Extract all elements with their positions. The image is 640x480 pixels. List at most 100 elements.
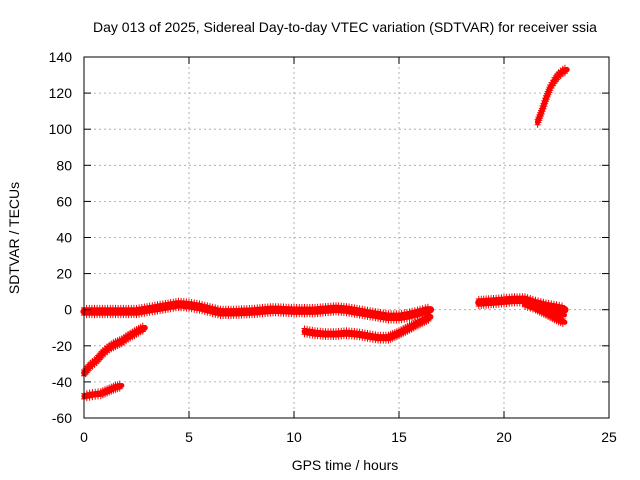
x-axis-title: GPS time / hours: [292, 457, 399, 473]
data-point-marker: [106, 384, 113, 396]
data-point-marker: [546, 84, 553, 96]
y-tick-label: 120: [49, 85, 73, 101]
data-point-marker: [116, 380, 123, 392]
data-point-marker: [89, 358, 96, 370]
data-point-marker: [135, 324, 142, 337]
y-tick-label: -60: [52, 410, 72, 426]
data-point-marker: [527, 295, 534, 309]
y-tick-label: 140: [49, 49, 73, 65]
data-point-marker: [561, 64, 568, 77]
data-point-marker: [85, 361, 92, 374]
x-tick-label: 15: [391, 429, 407, 445]
data-point-marker: [551, 74, 558, 87]
data-point-marker: [110, 339, 117, 352]
data-point-marker: [129, 328, 136, 341]
data-point-marker: [424, 303, 431, 317]
data-point-marker: [123, 332, 129, 345]
data-point-marker: [535, 114, 542, 126]
data-point-marker: [133, 326, 140, 338]
data-point-marker: [108, 383, 115, 395]
data-point-marker: [86, 389, 93, 401]
data-point-marker: [548, 79, 555, 91]
data-point-marker: [102, 345, 108, 358]
y-tick-label: 80: [56, 157, 72, 173]
data-point-marker: [417, 305, 423, 319]
data-point-marker: [99, 347, 106, 359]
data-point-marker: [414, 317, 421, 330]
data-point-marker: [131, 327, 138, 340]
y-tick-label: 60: [56, 193, 72, 209]
data-point-marker: [201, 301, 208, 315]
data-point-marker: [398, 326, 405, 338]
data-point-marker: [98, 348, 105, 361]
data-point-marker: [535, 297, 542, 311]
data-point-marker: [408, 320, 415, 333]
data-point-marker: [542, 95, 549, 107]
data-point-marker: [212, 304, 219, 318]
data-point-marker: [538, 107, 544, 119]
data-point-marker: [410, 319, 417, 332]
data-point-marker: [409, 307, 416, 321]
series-late-fork-mid: [526, 299, 568, 320]
data-point-marker: [87, 359, 94, 372]
data-point-marker: [396, 327, 402, 340]
data-point-marker: [402, 324, 409, 336]
data-point-marker: [545, 86, 552, 98]
data-point-marker: [104, 343, 111, 356]
data-point-marker: [118, 335, 125, 348]
data-point-marker: [406, 308, 413, 322]
data-point-marker: [209, 303, 216, 317]
data-point-marker: [404, 322, 411, 335]
data-point-marker: [559, 309, 566, 320]
data-point-marker: [84, 363, 91, 376]
data-point-marker: [95, 352, 102, 365]
data-point-marker: [526, 299, 533, 310]
data-point-marker: [125, 330, 132, 343]
data-point-marker: [554, 71, 561, 83]
data-point-marker: [96, 350, 103, 363]
data-point-marker: [537, 298, 544, 312]
data-point-marker: [106, 341, 113, 354]
data-point-marker: [536, 111, 543, 124]
data-point-marker: [559, 65, 566, 78]
data-point-marker: [543, 92, 549, 105]
data-point-marker: [528, 300, 535, 311]
data-point-marker: [91, 356, 98, 368]
data-point-marker: [112, 338, 119, 350]
data-point-marker: [97, 388, 104, 400]
data-point-marker: [553, 301, 560, 315]
data-point-marker: [393, 328, 400, 340]
data-point-marker: [114, 337, 121, 349]
series-lower-arc: [301, 312, 434, 344]
series-high-arc: [534, 64, 570, 128]
data-point-marker: [552, 73, 559, 85]
axis-ticks: 0 5 10 15 20 25 -60 -40 -20 0 20 40 60 80 100 120 140: [49, 49, 617, 445]
data-point-marker: [533, 302, 540, 313]
y-tick-label: -20: [52, 338, 72, 354]
y-tick-label: 100: [49, 121, 73, 137]
data-point-marker: [419, 315, 426, 328]
data-point-marker: [207, 303, 213, 317]
data-point-marker: [116, 336, 123, 349]
data-point-marker: [104, 385, 111, 397]
data-point-marker: [83, 390, 90, 402]
data-point-marker: [531, 301, 538, 312]
x-tick-label: 5: [185, 429, 193, 445]
data-point-marker: [139, 322, 146, 335]
y-axis-title: SDTVAR / TECUs: [6, 182, 22, 294]
x-tick-label: 0: [80, 429, 88, 445]
data-point-marker: [557, 67, 564, 79]
data-point-marker: [102, 386, 108, 398]
data-point-marker: [127, 329, 134, 342]
data-point-marker: [412, 318, 419, 331]
data-point-marker: [543, 90, 550, 103]
data-point-marker: [414, 306, 421, 320]
data-point-marker: [391, 329, 398, 341]
y-tick-label: 0: [64, 302, 72, 318]
data-point-marker: [544, 306, 550, 317]
series-early-low: [81, 380, 125, 402]
data-point-marker: [537, 109, 544, 122]
data-point-marker: [541, 305, 548, 316]
